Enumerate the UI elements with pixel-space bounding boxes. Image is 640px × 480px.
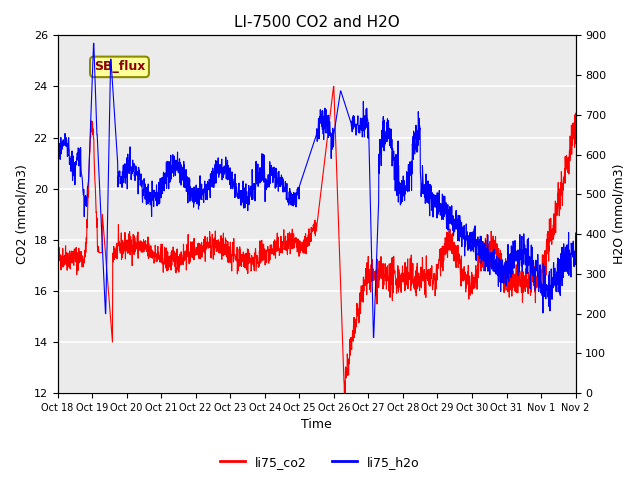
Y-axis label: H2O (mmol/m3): H2O (mmol/m3) bbox=[612, 164, 625, 264]
X-axis label: Time: Time bbox=[301, 419, 332, 432]
Title: LI-7500 CO2 and H2O: LI-7500 CO2 and H2O bbox=[234, 15, 399, 30]
Text: SB_flux: SB_flux bbox=[94, 60, 145, 73]
Y-axis label: CO2 (mmol/m3): CO2 (mmol/m3) bbox=[15, 164, 28, 264]
Legend: li75_co2, li75_h2o: li75_co2, li75_h2o bbox=[215, 451, 425, 474]
